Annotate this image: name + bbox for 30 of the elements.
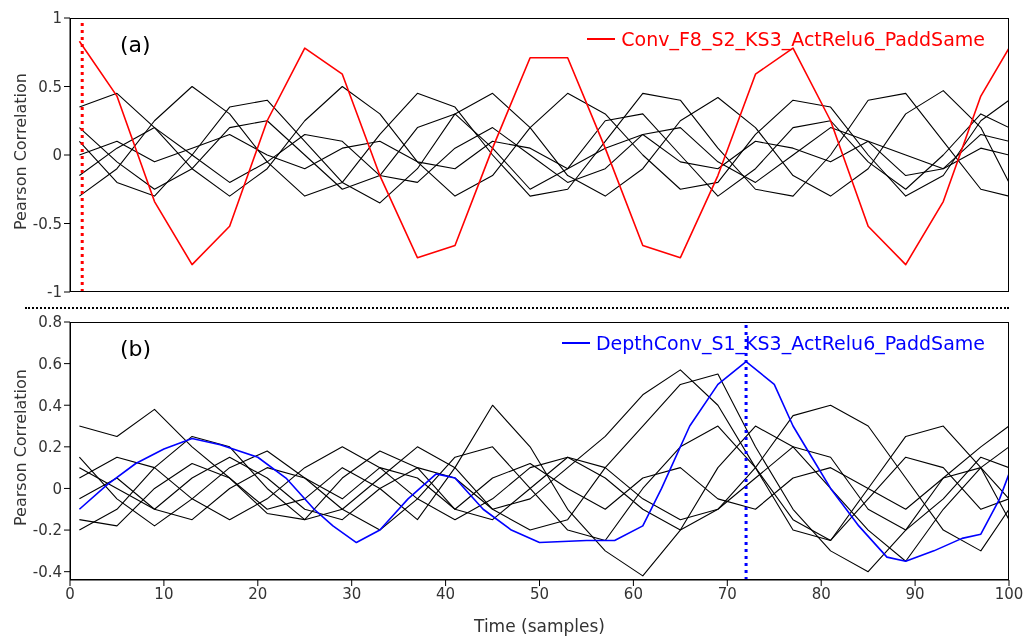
x-tick-label: 0	[65, 584, 75, 603]
x-tick-label: 70	[717, 584, 737, 603]
annotation: (b)	[120, 336, 152, 361]
legend-label: Conv_F8_S2_KS3_ActRelu6_PaddSame	[621, 28, 985, 50]
y-tick-label: 0.6	[38, 354, 62, 373]
x-tick-label: 30	[342, 584, 362, 603]
y-tick-label: 0	[52, 479, 62, 498]
y-tick-label: -0.4	[32, 563, 62, 581]
y-tick-label: 0.2	[38, 438, 62, 457]
y-tick-label: 0.4	[38, 396, 62, 415]
x-tick-label: 40	[436, 584, 456, 603]
x-tick-label: 10	[154, 584, 174, 603]
y-axis-title: Pearson Correlation	[10, 369, 30, 526]
y-tick-label: 1	[52, 9, 62, 28]
x-tick-label: 80	[811, 584, 831, 603]
x-tick-label: 50	[529, 584, 550, 603]
x-tick-label: 60	[623, 584, 643, 603]
legend-label: DepthConv_S1_KS3_ActRelu6_PaddSame	[595, 332, 985, 354]
y-tick-label: 0	[52, 146, 62, 165]
y-tick-label: 0.8	[38, 313, 62, 332]
x-axis-title: Time (samples)	[473, 616, 605, 636]
annotation: (a)	[120, 32, 151, 57]
y-tick-label: 0.5	[38, 77, 62, 96]
x-tick-label: 20	[248, 584, 268, 603]
y-axis-title: Pearson Correlation	[10, 73, 30, 230]
y-tick-label: -0.2	[32, 521, 62, 540]
y-tick-label: -0.5	[32, 214, 62, 233]
x-tick-label: 100	[994, 584, 1024, 603]
x-tick-label: 90	[905, 584, 925, 603]
y-tick-label: -1	[47, 283, 62, 302]
